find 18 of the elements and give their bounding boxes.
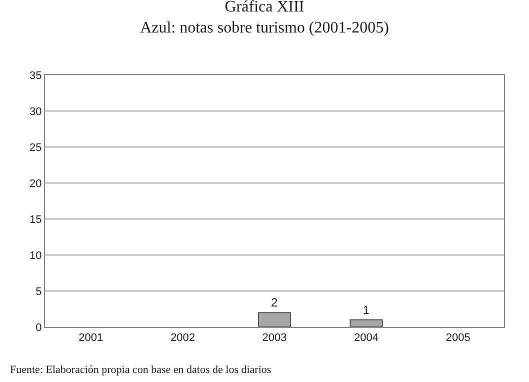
source-note: Fuente: Elaboración propia con base en datos de los diarios <box>10 364 272 376</box>
x-tick-label: 2001 <box>78 332 104 344</box>
x-tick-label: 2002 <box>170 332 195 344</box>
data-label: 2 <box>271 296 278 310</box>
x-tick-label: 2005 <box>446 332 470 344</box>
y-tick-label: 15 <box>30 214 42 226</box>
data-label: 1 <box>362 302 370 317</box>
y-tick-label: 30 <box>30 106 42 118</box>
y-tick-label: 0 <box>36 322 42 334</box>
y-tick-label: 5 <box>36 286 42 298</box>
x-tick-label: 2003 <box>262 332 287 344</box>
chart-title: Gráfica XIII <box>224 0 304 16</box>
y-tick-label: 25 <box>30 142 42 154</box>
x-tick-label: 2004 <box>354 332 379 344</box>
y-tick-label: 10 <box>30 250 42 262</box>
chart-subtitle: Azul: notas sobre turismo (2001-2005) <box>140 19 389 36</box>
y-tick-label: 20 <box>30 178 42 190</box>
y-tick-label: 35 <box>30 70 42 82</box>
